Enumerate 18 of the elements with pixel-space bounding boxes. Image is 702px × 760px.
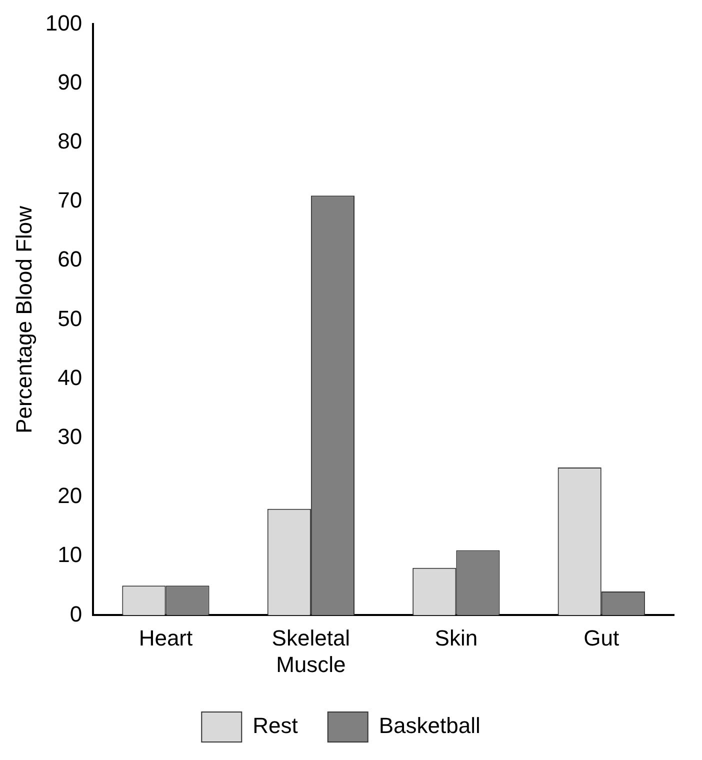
y-tick-label: 30 [58,424,82,449]
y-tick-label: 60 [58,246,82,272]
y-tick-label: 20 [58,483,82,508]
x-tick-label: Gut [584,625,620,650]
y-tick-label: 10 [58,542,82,568]
y-tick-label: 70 [58,188,82,213]
legend-label: Rest [252,713,298,738]
y-tick-label: 0 [70,601,82,626]
legend-label: Basketball [378,713,480,738]
y-tick-label: 50 [58,306,82,331]
x-tick-label: Skeletal Muscle [272,625,350,677]
y-tick-label: 100 [45,10,82,36]
x-tick-label: Skin [434,625,478,650]
y-axis-title: Percentage Blood Flow [11,206,36,434]
y-tick-label: 90 [58,69,82,94]
x-tick-label: Heart [138,625,193,650]
y-tick-label: 80 [58,128,82,154]
y-tick-label: 40 [58,364,82,390]
